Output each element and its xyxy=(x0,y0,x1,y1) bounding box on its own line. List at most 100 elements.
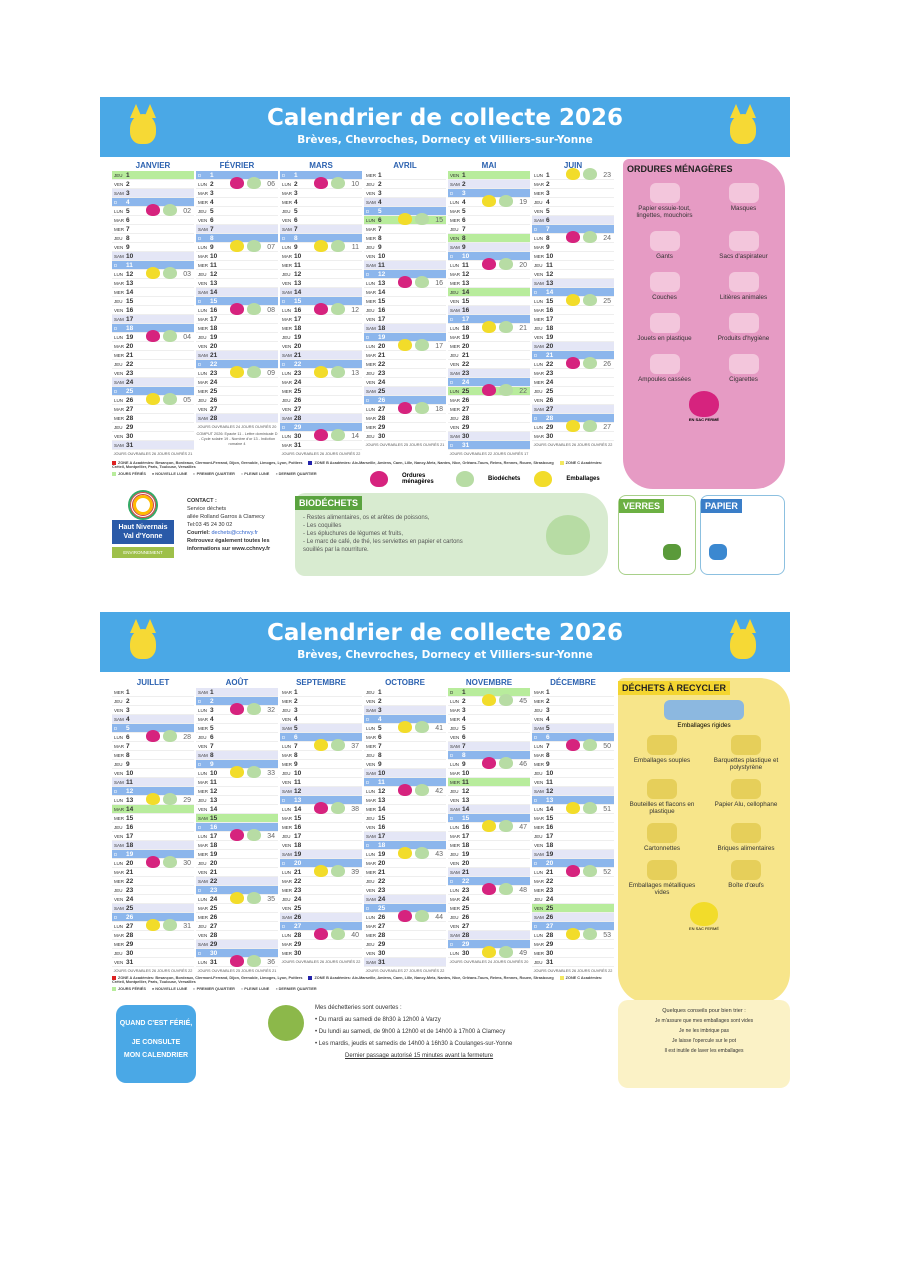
weekday: MER xyxy=(534,317,544,322)
weekday: MER xyxy=(366,744,376,749)
day-number: 6 xyxy=(546,217,550,224)
day-number: 5 xyxy=(210,725,214,732)
weekday: VEN xyxy=(282,906,292,911)
day-row: MER 19 xyxy=(196,850,278,859)
weekday: JEU xyxy=(534,771,543,776)
day-number: 3 xyxy=(546,190,550,197)
weekday: JEU xyxy=(198,924,207,929)
day-row: LUN 2 45 xyxy=(448,694,530,706)
ordures-bag-icon xyxy=(398,784,412,796)
day-row: LUN 23 09 xyxy=(196,366,278,378)
day-number: 2 xyxy=(294,181,298,188)
weekday: SAM xyxy=(282,852,292,857)
day-row: SAM 29 xyxy=(196,940,278,949)
day-row: MER 10 xyxy=(532,252,614,261)
week-number: 19 xyxy=(519,199,527,206)
day-number: 16 xyxy=(126,307,134,314)
waste-item: Cigarettes xyxy=(706,354,781,383)
weekday: MAR xyxy=(282,879,292,884)
waste-item: Masques xyxy=(706,183,781,219)
day-number: 22 xyxy=(378,878,386,885)
day-row: MAR 27 xyxy=(364,922,446,931)
day-number: 13 xyxy=(462,797,470,804)
weekday: JEU xyxy=(366,816,375,821)
day-row: LUN 21 52 xyxy=(532,865,614,877)
day-number: 4 xyxy=(462,199,466,206)
day-number: 18 xyxy=(126,325,134,332)
weekday: LUN xyxy=(114,798,124,803)
day-number: 16 xyxy=(126,824,134,831)
day-number: 27 xyxy=(462,406,470,413)
weekday: VEN xyxy=(114,834,124,839)
day-number: 14 xyxy=(378,289,386,296)
day-number: 1 xyxy=(126,689,130,696)
day-row: MAR 21 xyxy=(112,868,194,877)
weekday: SAM xyxy=(450,308,460,313)
day-row: MER 26 xyxy=(196,913,278,922)
biodechets-bag-icon xyxy=(499,883,513,895)
weekday: MER xyxy=(366,425,376,430)
day-row: MER 9 xyxy=(280,760,362,769)
weekday: MAR xyxy=(282,816,292,821)
day-number: 18 xyxy=(294,842,302,849)
weekday: JEU xyxy=(534,326,543,331)
weekday: JEU xyxy=(366,690,375,695)
weekday: MER xyxy=(366,807,376,812)
weekday: SAM xyxy=(114,843,124,848)
day-number: 14 xyxy=(210,806,218,813)
weekday: MAR xyxy=(198,843,208,848)
weekday: D xyxy=(534,290,538,295)
biodechets-box: BIODÉCHETS - Restes alimentaires, os et … xyxy=(295,493,608,576)
day-row: LUN 27 31 xyxy=(112,919,194,931)
month-name: JANVIER xyxy=(135,161,171,170)
day-number: 24 xyxy=(378,379,386,386)
day-number: 13 xyxy=(126,797,134,804)
day-row: LUN 30 49 xyxy=(448,946,530,958)
weekday: MER xyxy=(114,416,124,421)
weekday: JEU xyxy=(534,200,543,205)
email-link[interactable]: dechets@cchnvy.fr xyxy=(211,530,258,536)
day-number: 6 xyxy=(462,217,466,224)
day-row: LUN 19 04 xyxy=(112,330,194,342)
day-number: 9 xyxy=(546,244,550,251)
day-row: MER 30 xyxy=(532,949,614,958)
conseils-box: Quelques conseils pour bien trier : Je m… xyxy=(618,1000,790,1088)
ordures-bag-icon xyxy=(314,802,328,814)
ordures-bag-icon xyxy=(314,429,328,441)
weekday: JEU xyxy=(198,335,207,340)
day-number: 11 xyxy=(462,262,469,269)
day-number: 15 xyxy=(378,298,386,305)
day-row: LUN 20 17 xyxy=(364,339,446,351)
day-row: SAM 28 xyxy=(280,414,362,423)
day-number: 28 xyxy=(294,932,302,939)
weekday: SAM xyxy=(366,389,376,394)
day-row: LUN 29 27 xyxy=(532,420,614,432)
day-number: 4 xyxy=(126,199,130,206)
day-row: JEU 21 xyxy=(448,351,530,360)
weekday: MER xyxy=(366,173,376,178)
collection-bags xyxy=(566,865,597,877)
day-number: 21 xyxy=(210,352,218,359)
week-number: 45 xyxy=(519,698,527,705)
weekday: MAR xyxy=(198,717,208,722)
day-row: LUN 7 37 xyxy=(280,739,362,751)
week-number: 53 xyxy=(603,932,611,939)
day-row: MER 29 xyxy=(364,423,446,432)
day-row: VEN 27 xyxy=(196,405,278,414)
weekday: MAR xyxy=(534,245,544,250)
weekday: SAM xyxy=(114,443,124,448)
day-row: MER 14 xyxy=(112,288,194,297)
collection-bags xyxy=(398,847,429,859)
weekday: D xyxy=(198,236,202,241)
day-number: 24 xyxy=(126,896,134,903)
day-row: JEU 19 xyxy=(448,850,530,859)
plant-hand-icon xyxy=(268,1005,304,1041)
day-row: VEN 19 xyxy=(532,333,614,342)
day-number: 30 xyxy=(294,433,302,440)
day-row: LUN 22 26 xyxy=(532,357,614,369)
day-row: SAM 21 xyxy=(280,351,362,360)
weekday: JEU xyxy=(282,771,291,776)
calendar-grid-jul-dec: JUILLET MER 1 JEU 2 VEN 3 SAM 4 D 5 LUN 6 28 MAR 7 MER 8 J… xyxy=(112,678,616,973)
day-row: MAR 17 xyxy=(196,315,278,324)
weekday: LUN xyxy=(534,744,544,749)
